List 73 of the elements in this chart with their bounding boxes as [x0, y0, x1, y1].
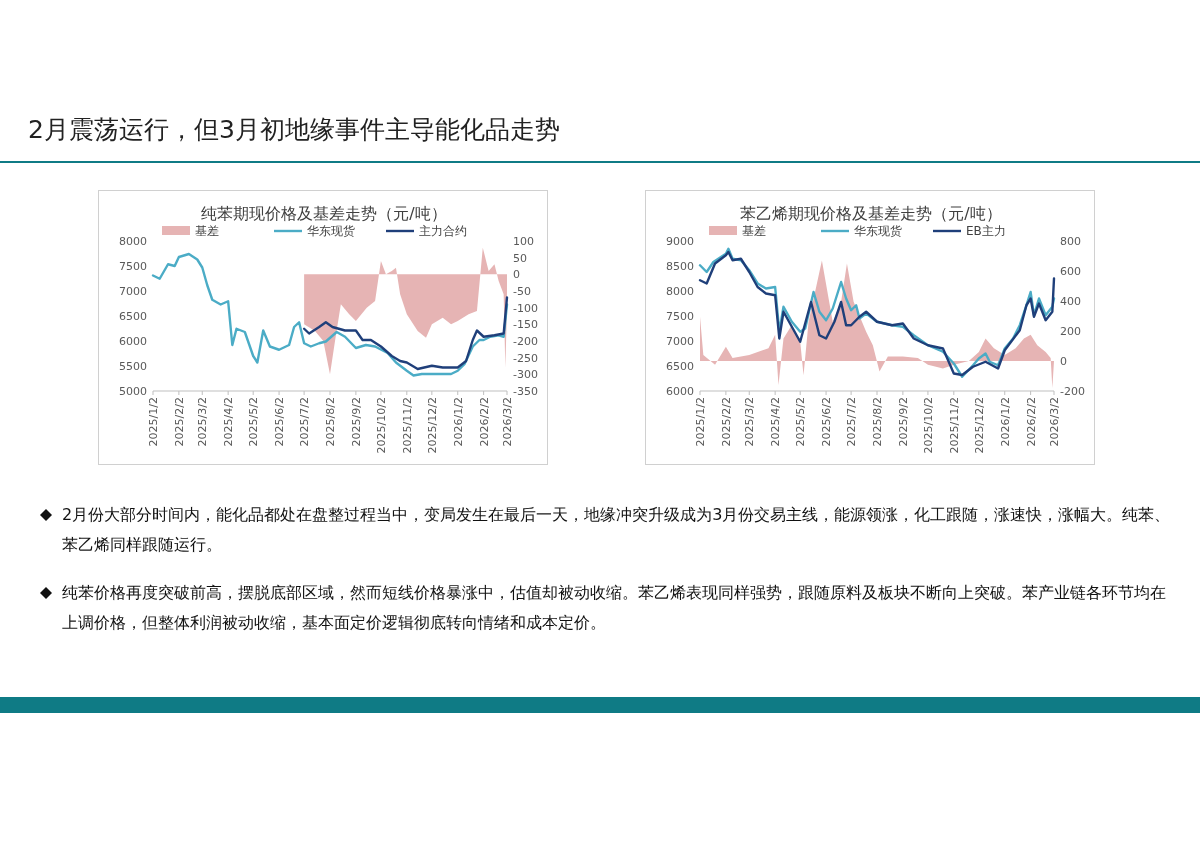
x-tick-label: 2025/8/2: [871, 397, 884, 447]
x-tick-label: 2025/7/2: [845, 397, 859, 447]
x-tick-label: 2025/8/2: [324, 397, 337, 447]
x-tick-label: 2026/2/2: [1024, 397, 1038, 447]
x-tick-label: 2025/3/2: [743, 397, 757, 447]
y2-tick-label: -200: [1060, 385, 1085, 398]
chart-title: 纯苯期现价格及基差走势（元/吨）: [201, 204, 447, 223]
x-tick-label: 2025/2/2: [172, 397, 186, 447]
y2-tick-label: -50: [513, 285, 531, 298]
legend-label: 华东现货: [854, 224, 902, 238]
y-tick-label: 5000: [119, 385, 147, 398]
y-tick-label: 7500: [666, 310, 694, 323]
x-tick-label: 2025/7/2: [298, 397, 312, 447]
x-tick-label: 2025/3/2: [196, 397, 210, 447]
y-tick-label: 7500: [119, 260, 147, 273]
y-tick-label: 8000: [666, 285, 694, 298]
chart-title: 苯乙烯期现价格及基差走势（元/吨）: [740, 204, 1002, 223]
y2-tick-label: -250: [513, 351, 538, 365]
x-tick-label: 2025/12/2: [425, 397, 439, 454]
x-tick-label: 2025/6/2: [273, 397, 287, 447]
y-tick-label: 6000: [666, 385, 694, 398]
x-tick-label: 2025/4/2: [222, 397, 236, 447]
x-tick-label: 2025/2/2: [719, 397, 733, 447]
y2-tick-label: -350: [513, 385, 538, 398]
y2-tick-label: -300: [513, 368, 538, 382]
text: 纯苯价格再度突破前高，摆脱底部区域，然而短线价格暴涨中，估值却被动收缩。苯乙烯表现同样强势，跟随原料及板块不断向上突破。苯产业链各环节均在上调价格，但整体利润被动收缩，基本面定价逻辑彻底转向情绪和成本定价。: [62, 582, 1167, 634]
y-tick-label: 8500: [666, 260, 694, 273]
x-tick-label: 2025/4/2: [769, 397, 783, 447]
x-tick-label: 2026/1/2: [451, 397, 465, 447]
legend-label: 基差: [195, 224, 219, 238]
text: 2月震荡运行，但3月初地缘事件主导能化品走势: [28, 114, 560, 146]
y2-tick-label: 0: [513, 268, 520, 282]
y-tick-label: 9000: [666, 235, 694, 248]
x-tick-label: 2025/10/2: [921, 397, 935, 454]
x-tick-label: 2025/5/2: [794, 397, 808, 447]
x-tick-label: 2025/11/2: [400, 397, 414, 454]
legend-label: 基差: [742, 224, 766, 238]
y-tick-label: 7000: [666, 335, 694, 348]
x-tick-label: 2025/12/2: [972, 397, 986, 454]
y-tick-label: 6500: [119, 310, 147, 323]
x-tick-label: 2026/2/2: [477, 397, 491, 447]
x-tick-label: 2025/10/2: [374, 397, 388, 454]
text: 2月份大部分时间内，能化品都处在盘整过程当中，变局发生在最后一天，地缘冲突升级成为3月份交易主线，能源领涨，化工跟随，涨速快，涨幅大。纯苯、苯乙烯同样跟随运行。: [62, 504, 1172, 556]
legend-label: 主力合约: [419, 224, 467, 238]
y2-tick-label: 800: [1060, 235, 1081, 248]
x-tick-label: 2025/6/2: [820, 397, 834, 447]
y2-tick-label: 600: [1060, 265, 1081, 278]
y2-tick-label: 100: [513, 235, 534, 248]
line-series: [151, 252, 509, 377]
y2-tick-label: 200: [1060, 325, 1081, 338]
y2-tick-label: -100: [513, 301, 538, 315]
y-tick-label: 7000: [119, 285, 147, 298]
y-tick-label: 6000: [119, 335, 147, 348]
x-tick-label: 2025/11/2: [947, 397, 961, 454]
x-tick-label: 2026/3/2: [501, 397, 514, 447]
legend-label: 华东现货: [307, 224, 355, 238]
x-tick-label: 2025/1/2: [147, 397, 160, 447]
line-series: [302, 296, 509, 371]
x-tick-label: 2026/1/2: [998, 397, 1012, 447]
x-tick-label: 2025/1/2: [694, 397, 707, 447]
legend-label: EB主力: [966, 224, 1006, 238]
y-tick-label: 8000: [119, 235, 147, 248]
y2-tick-label: -200: [513, 335, 538, 348]
x-tick-label: 2026/3/2: [1048, 397, 1061, 447]
y2-tick-label: 400: [1060, 295, 1081, 308]
x-tick-label: 2025/9/2: [896, 397, 910, 447]
x-tick-label: 2025/5/2: [247, 397, 261, 447]
y-tick-label: 6500: [666, 360, 694, 373]
y2-tick-label: -150: [513, 318, 538, 332]
y-tick-label: 5500: [119, 360, 147, 373]
y2-tick-label: 50: [513, 251, 527, 265]
x-tick-label: 2025/9/2: [349, 397, 363, 447]
y2-tick-label: 0: [1060, 355, 1067, 368]
